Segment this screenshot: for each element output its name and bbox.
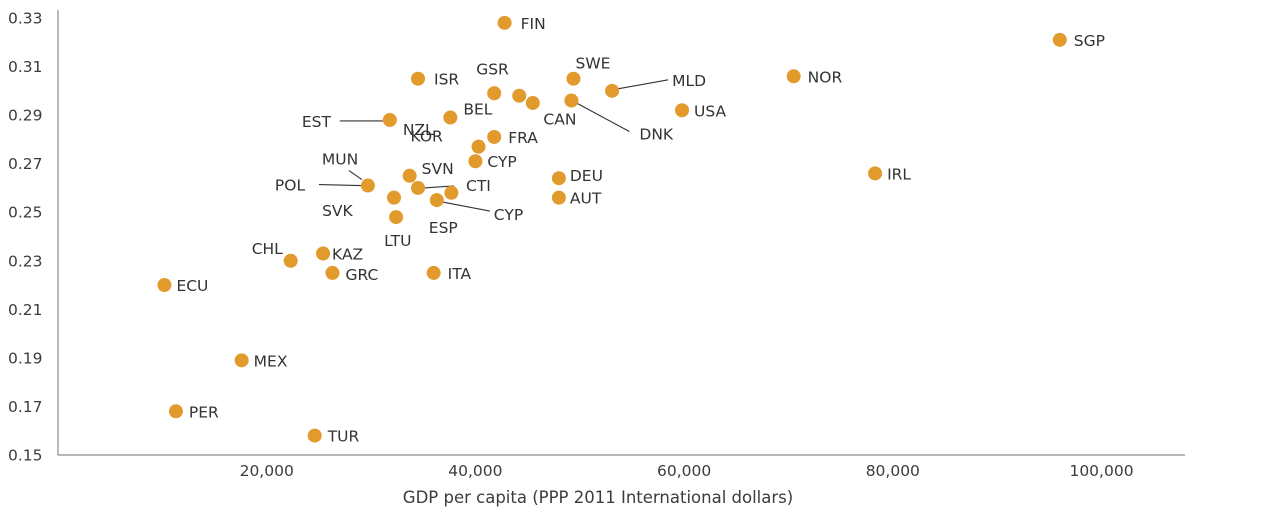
data-point bbox=[402, 168, 417, 183]
data-point bbox=[389, 210, 404, 225]
point-label: USA bbox=[694, 102, 726, 120]
data-point bbox=[1052, 32, 1067, 47]
x-tick-labels: 20,000 40,000 60,000 80,000 100,000 bbox=[240, 462, 1134, 480]
data-point bbox=[307, 428, 322, 443]
data-point bbox=[868, 166, 883, 181]
point-label: POL bbox=[275, 177, 306, 195]
y-tick-label: 0.15 bbox=[8, 447, 43, 465]
data-point bbox=[325, 265, 340, 280]
y-tick-label: 0.29 bbox=[8, 107, 43, 125]
data-point bbox=[487, 86, 502, 101]
point-label: SVK bbox=[322, 202, 353, 220]
point-label: NZL bbox=[403, 121, 434, 139]
data-point bbox=[564, 93, 579, 108]
y-tick-label: 0.23 bbox=[8, 252, 43, 270]
point-label: CYP bbox=[487, 153, 516, 171]
y-tick-labels: 0.33 0.31 0.29 0.27 0.25 0.23 0.21 0.19 0.17 0.15 bbox=[8, 10, 43, 465]
x-tick-label: 60,000 bbox=[657, 462, 711, 480]
data-point bbox=[786, 69, 801, 84]
data-point bbox=[471, 139, 486, 154]
data-point bbox=[566, 71, 581, 86]
data-point bbox=[551, 171, 566, 186]
point-label: MEX bbox=[254, 352, 288, 370]
data-point bbox=[497, 15, 512, 30]
x-tick-label: 20,000 bbox=[240, 462, 294, 480]
data-point bbox=[443, 110, 458, 125]
data-point bbox=[551, 190, 566, 205]
x-axis-label: GDP per capita (PPP 2011 International d… bbox=[403, 488, 793, 507]
data-point bbox=[429, 193, 444, 208]
data-point bbox=[512, 88, 527, 103]
point-label: KAZ bbox=[332, 245, 363, 263]
point-label: GSR bbox=[476, 60, 509, 78]
data-point bbox=[234, 353, 249, 368]
leader-line bbox=[348, 170, 363, 180]
y-tick-label: 0.17 bbox=[8, 398, 43, 416]
leader-lines bbox=[318, 79, 669, 212]
data-point bbox=[411, 180, 426, 195]
point-label: CYP bbox=[494, 206, 523, 224]
data-point bbox=[468, 154, 483, 169]
point-label: FIN bbox=[521, 15, 546, 33]
data-point bbox=[444, 185, 459, 200]
x-tick-label: 100,000 bbox=[1069, 462, 1133, 480]
axes bbox=[57, 10, 1185, 456]
point-label: MLD bbox=[672, 72, 706, 90]
point-label: CHL bbox=[252, 240, 283, 258]
data-point bbox=[157, 278, 172, 293]
point-label: SGP bbox=[1074, 32, 1105, 50]
y-tick-label: 0.27 bbox=[8, 155, 43, 173]
data-point bbox=[426, 265, 441, 280]
y-tick-label: 0.25 bbox=[8, 204, 43, 222]
y-tick-label: 0.31 bbox=[8, 58, 43, 76]
point-label: ESP bbox=[429, 219, 458, 237]
data-point bbox=[487, 129, 502, 144]
point-label: KOR bbox=[411, 128, 444, 146]
point-label: SVN bbox=[422, 160, 454, 178]
y-tick-label: 0.21 bbox=[8, 301, 43, 319]
data-point bbox=[283, 253, 298, 268]
leader-line bbox=[618, 79, 669, 90]
point-label: DEU bbox=[570, 167, 603, 185]
leader-line bbox=[318, 183, 361, 187]
point-labels: FIN SGP SWE NOR ISR MLD GSR CAN USA DNK BEL EST NZL F… bbox=[176, 15, 1105, 446]
point-label: AUT bbox=[570, 190, 602, 208]
data-point bbox=[411, 71, 426, 86]
point-label: FRA bbox=[508, 129, 538, 147]
point-label: CAN bbox=[543, 111, 576, 129]
point-label: SWE bbox=[575, 55, 610, 73]
point-label: TUR bbox=[327, 428, 360, 446]
x-tick-label: 80,000 bbox=[866, 462, 920, 480]
data-point bbox=[675, 103, 690, 118]
leader-line bbox=[442, 201, 490, 212]
point-label: BEL bbox=[463, 101, 492, 119]
data-point bbox=[168, 404, 183, 419]
data-point bbox=[605, 83, 620, 98]
y-tick-label: 0.19 bbox=[8, 349, 43, 367]
data-point bbox=[387, 190, 402, 205]
leader-line bbox=[577, 103, 630, 133]
data-point bbox=[525, 95, 540, 110]
point-label: NOR bbox=[808, 68, 843, 86]
point-label: IRL bbox=[887, 165, 911, 183]
y-tick-label: 0.33 bbox=[8, 10, 43, 28]
data-points bbox=[157, 15, 1067, 443]
point-label: GRC bbox=[345, 266, 378, 284]
point-label: PER bbox=[189, 403, 219, 421]
data-point bbox=[316, 246, 331, 261]
point-label: LTU bbox=[384, 232, 411, 250]
point-label: DNK bbox=[639, 126, 674, 144]
data-point bbox=[382, 112, 397, 127]
x-tick-label: 40,000 bbox=[448, 462, 502, 480]
data-point bbox=[360, 178, 375, 193]
point-label: ISR bbox=[434, 71, 459, 89]
point-label: CTI bbox=[466, 177, 491, 195]
point-label: EST bbox=[302, 113, 332, 131]
point-label: ITA bbox=[448, 265, 472, 283]
point-label: ECU bbox=[176, 277, 208, 295]
point-label: MUN bbox=[322, 151, 358, 169]
